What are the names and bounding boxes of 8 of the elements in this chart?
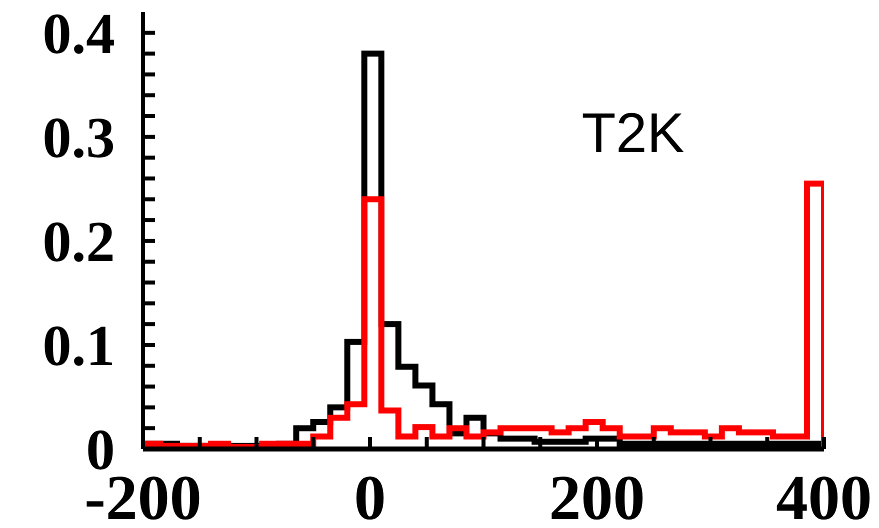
y-tick-label: 0.4 bbox=[42, 0, 115, 66]
x-tick-label: 400 bbox=[776, 462, 872, 528]
x-tick-label: 200 bbox=[549, 462, 645, 528]
annotation: T2K bbox=[580, 100, 686, 165]
y-tick-label: 0.3 bbox=[42, 104, 115, 170]
x-tick-label: 0 bbox=[354, 462, 386, 528]
y-tick-label: 0.2 bbox=[42, 208, 115, 274]
y-tick-label: 0.1 bbox=[42, 312, 115, 378]
